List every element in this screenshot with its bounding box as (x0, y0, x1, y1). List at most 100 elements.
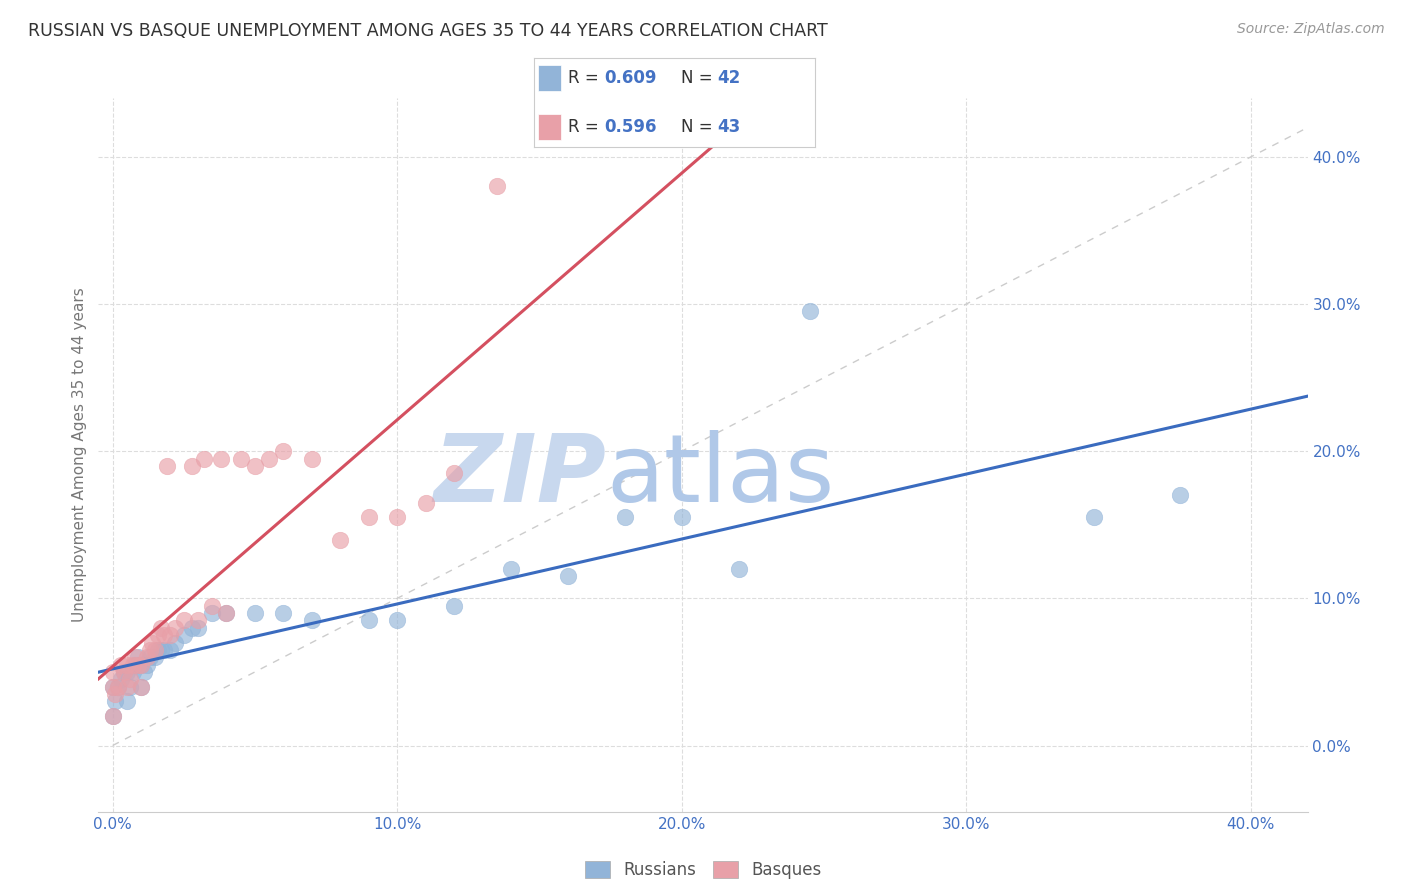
Text: R =: R = (568, 118, 605, 136)
Point (1168, 488, 1191, 502)
Point (135, 657, 157, 672)
Text: ZIP: ZIP (433, 430, 606, 523)
Point (115, 694, 138, 708)
Point (112, 665, 135, 679)
Point (799, 304, 821, 318)
Point (101, 665, 124, 679)
Point (143, 650, 166, 665)
Point (129, 680, 152, 694)
Point (107, 680, 129, 694)
Point (257, 451, 280, 466)
Point (443, 467, 465, 481)
Point (159, 643, 181, 657)
Point (329, 533, 352, 547)
Point (193, 451, 215, 466)
Text: RUSSIAN VS BASQUE UNEMPLOYMENT AMONG AGES 35 TO 44 YEARS CORRELATION CHART: RUSSIAN VS BASQUE UNEMPLOYMENT AMONG AGE… (28, 22, 828, 40)
Point (110, 673, 132, 687)
Point (129, 680, 152, 694)
Point (201, 606, 224, 620)
Text: 43: 43 (717, 118, 741, 136)
Text: N =: N = (681, 118, 717, 136)
Y-axis label: Unemployment Among Ages 35 to 44 years: Unemployment Among Ages 35 to 44 years (72, 287, 87, 623)
Point (104, 694, 127, 708)
Point (173, 628, 195, 642)
Point (146, 628, 169, 642)
FancyBboxPatch shape (538, 114, 561, 140)
Text: N =: N = (681, 69, 717, 87)
Point (165, 621, 187, 635)
Text: R =: R = (568, 69, 605, 87)
Point (138, 643, 160, 657)
Point (557, 569, 579, 583)
Point (173, 614, 195, 628)
Point (150, 621, 173, 635)
Point (1083, 510, 1105, 524)
Point (273, 606, 295, 620)
Point (118, 680, 141, 694)
Point (156, 458, 179, 473)
Point (115, 657, 138, 672)
Point (129, 657, 152, 672)
Point (165, 635, 187, 649)
Point (485, 179, 508, 194)
Point (385, 614, 408, 628)
Point (187, 621, 209, 635)
Point (201, 599, 224, 613)
Point (727, 562, 749, 576)
Point (181, 458, 204, 473)
Text: 42: 42 (717, 69, 741, 87)
Point (101, 680, 124, 694)
Text: atlas: atlas (606, 430, 835, 523)
Point (146, 643, 169, 657)
Point (101, 680, 124, 694)
Point (138, 650, 160, 665)
Point (159, 628, 181, 642)
Point (124, 650, 146, 665)
Point (215, 606, 238, 620)
Legend: Russians, Basques: Russians, Basques (578, 854, 828, 886)
Point (385, 510, 408, 524)
Text: 0.609: 0.609 (605, 69, 657, 87)
Point (107, 680, 129, 694)
Point (143, 643, 166, 657)
Point (357, 614, 380, 628)
Point (243, 606, 266, 620)
Point (153, 628, 176, 642)
Point (112, 665, 135, 679)
Point (499, 562, 522, 576)
Point (613, 510, 636, 524)
Point (115, 665, 138, 679)
Point (671, 510, 693, 524)
Point (153, 643, 176, 657)
FancyBboxPatch shape (538, 65, 561, 92)
Point (181, 621, 204, 635)
Point (132, 665, 155, 679)
Point (121, 665, 143, 679)
Point (127, 650, 149, 665)
Point (209, 451, 232, 466)
Point (273, 444, 295, 458)
Point (187, 614, 209, 628)
Point (215, 606, 238, 620)
Point (141, 635, 163, 649)
Point (104, 687, 127, 701)
Point (243, 458, 266, 473)
Point (443, 599, 465, 613)
Point (101, 709, 124, 723)
Point (301, 614, 323, 628)
Point (229, 451, 252, 466)
Point (301, 451, 323, 466)
Point (127, 657, 149, 672)
Text: Source: ZipAtlas.com: Source: ZipAtlas.com (1237, 22, 1385, 37)
Point (415, 496, 437, 510)
Point (118, 673, 141, 687)
Point (135, 650, 157, 665)
Point (150, 643, 173, 657)
Point (129, 657, 152, 672)
Point (121, 657, 143, 672)
Point (124, 657, 146, 672)
Point (115, 680, 138, 694)
Point (357, 510, 380, 524)
Point (110, 657, 132, 672)
Text: 0.596: 0.596 (605, 118, 657, 136)
